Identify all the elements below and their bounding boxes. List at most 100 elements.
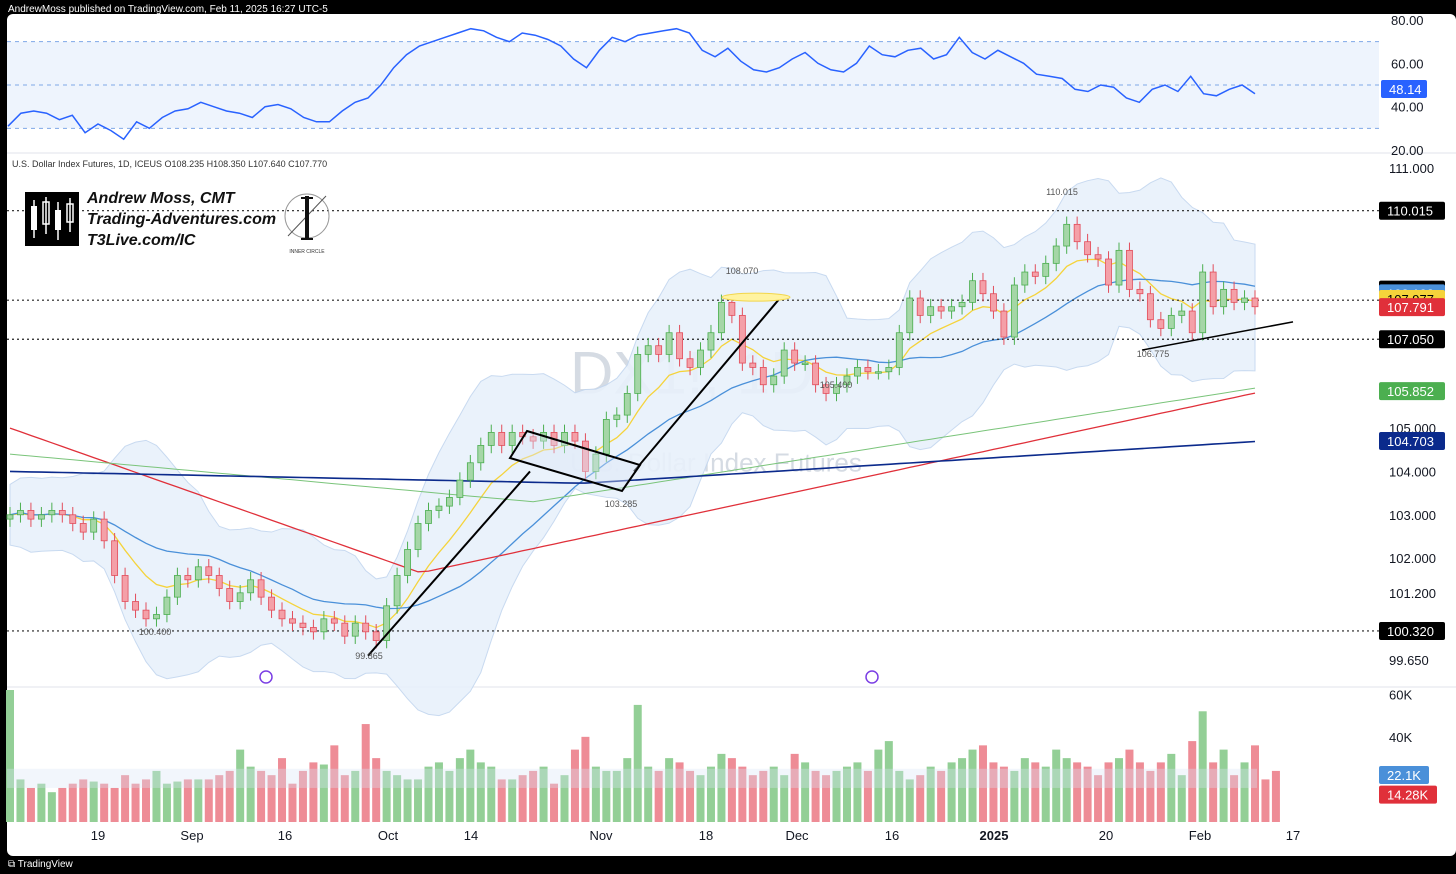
candle [1073,216,1081,250]
candle-body [393,575,401,607]
candle-body [1031,271,1039,277]
volume-bar [445,770,454,822]
candle [864,359,872,380]
volume-bar [560,775,569,822]
trendline [633,297,781,473]
candle-body [17,510,24,516]
rsi-tick-label: 40.00 [1391,100,1424,115]
candle [854,359,861,384]
volume-bar [194,779,203,822]
brand-site: Trading-Adventures.com [87,211,277,228]
volume-bar [738,766,747,822]
volume-bar [623,758,632,822]
volume-bar [173,781,182,822]
candle [1178,303,1186,324]
volume-bar [152,770,161,822]
candle [6,506,14,527]
candle-body [1073,223,1081,243]
candle [121,567,129,610]
rsi-value-tag [1381,80,1427,99]
candle [163,589,171,623]
candle [257,572,265,605]
volume-bar [1010,770,1019,822]
volume-bar [654,770,663,822]
volume-bar [801,762,810,822]
candle-body [404,549,411,576]
volume-bar [665,758,674,822]
candle [634,346,642,402]
volume-bar [602,770,611,822]
candle-body [226,588,234,602]
candle-body [665,332,673,355]
brand-text: Andrew Moss, CMT Trading-Adventures.com … [87,188,276,251]
candle-body [948,306,955,312]
volume-bar [1094,775,1103,822]
candle-body [247,579,255,594]
volume-bar [863,770,872,822]
candle-body [79,523,87,533]
x-tick-label: 16 [278,828,292,843]
volume-bar [842,766,851,822]
candle-body [132,601,139,611]
candle-body [1199,271,1207,334]
tradingview-logo[interactable]: ⧉ TradingView [8,859,73,870]
volume-bar [1135,762,1144,822]
candle-body [1084,241,1092,256]
volume-bar [1114,758,1123,822]
candle-body [676,332,683,360]
volume-bar [874,749,883,822]
volume-bar [100,783,109,822]
candle [749,355,757,376]
volume-bar [340,775,349,822]
candle [1052,238,1060,272]
x-tick-label: Sep [180,828,203,843]
candle [1094,246,1102,267]
candle-body [843,375,851,386]
candle [1199,264,1207,341]
brand-block: Andrew Moss, CMT Trading-Adventures.com … [25,186,355,256]
candle [100,511,108,549]
volume-bar [822,775,831,822]
price-tag-label: 110.015 [1387,204,1433,219]
candle [1188,303,1196,341]
rsi-value-label: 48.14 [1389,82,1422,97]
volume-bar [424,766,433,822]
candle [623,385,631,423]
candle [1167,307,1175,337]
volume-bar [1230,775,1239,822]
chart-frame[interactable] [7,14,1456,856]
candle-body [383,605,391,641]
volume-bar [393,775,402,822]
candle-body [812,362,819,386]
x-tick-label: 16 [885,828,899,843]
candle [686,350,694,376]
x-tick-label: 19 [91,828,105,843]
volume-bar [1041,766,1050,822]
volume-bar [790,753,799,822]
candle [1021,264,1029,293]
x-tick-label: 20 [1099,828,1113,843]
volume-bar [257,770,266,822]
candle-body [498,432,506,446]
candle-body [686,358,694,368]
candle-body [854,367,861,377]
price-annotation: 110.015 [1046,187,1078,197]
candle-body [508,432,516,446]
volume-bar [759,770,768,822]
candle-body [623,393,631,416]
candle-body [749,362,757,368]
candle [215,567,223,597]
event-icon [865,670,879,684]
candle [822,376,830,402]
candle [320,611,328,640]
candle-body [969,280,976,303]
candle-body [257,579,265,598]
candle [718,294,725,341]
volume-bar [476,762,485,822]
volume-bar [131,783,140,822]
volume-bar [68,783,77,822]
volume-bar [1188,741,1197,822]
volume-bar [278,758,287,822]
candle [466,454,474,488]
